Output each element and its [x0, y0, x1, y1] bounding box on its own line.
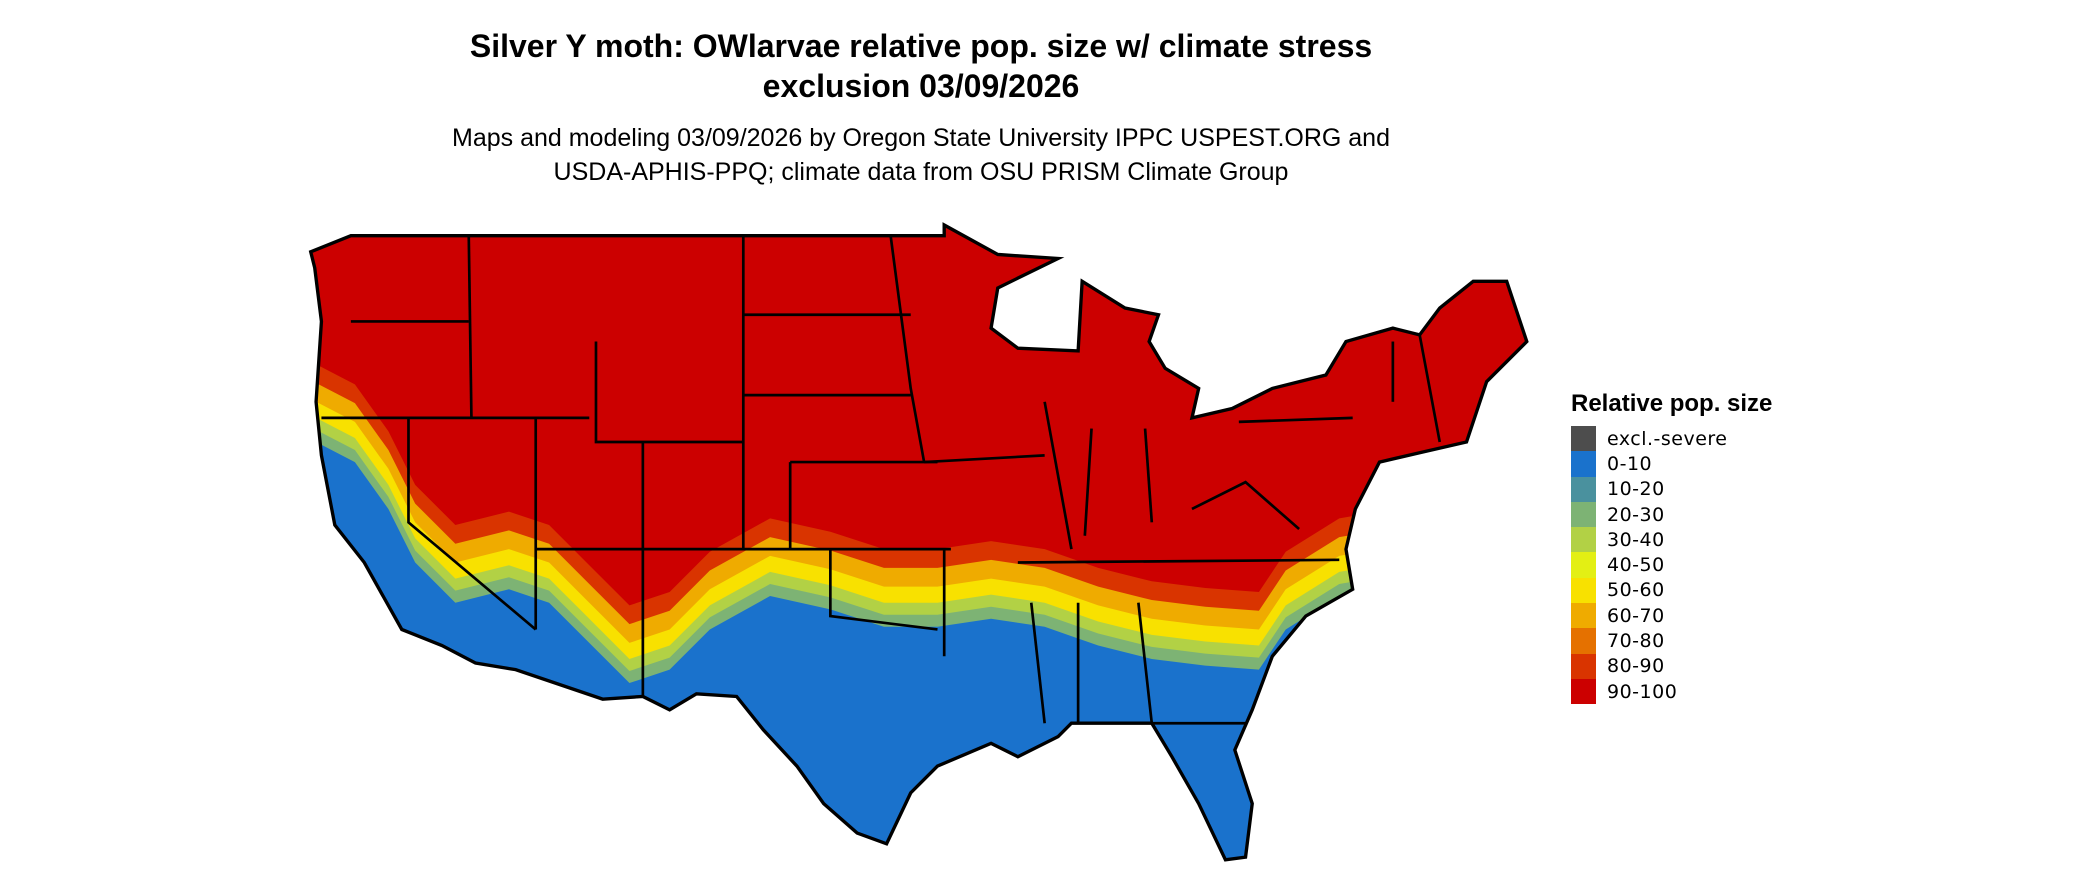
state-border — [467, 235, 473, 418]
legend-label: 20-30 — [1607, 503, 1665, 526]
state-borders — [321, 235, 1442, 725]
legend-label: 60-70 — [1607, 604, 1665, 627]
legend-swatch — [1571, 552, 1596, 578]
legend-swatch — [1571, 653, 1596, 679]
legend-label: 0-10 — [1607, 452, 1653, 475]
state-border — [1238, 416, 1353, 424]
legend-swatch — [1571, 501, 1596, 528]
legend-label: 80-90 — [1607, 655, 1665, 678]
legend-label: 40-50 — [1607, 554, 1665, 577]
map-title-line1: Silver Y moth: OWlarvae relative pop. si… — [469, 28, 1373, 64]
legend-item: 40-50 — [1571, 552, 1772, 578]
legend-swatch — [1571, 678, 1596, 705]
state-border — [1143, 428, 1154, 523]
legend-title: Relative pop. size — [1571, 390, 1773, 417]
legend-label: excl.-severe — [1607, 427, 1728, 450]
legend-label: 70-80 — [1607, 630, 1665, 653]
state-border — [1029, 602, 1046, 724]
legend-item: 80-90 — [1571, 653, 1772, 679]
legend-item: 60-70 — [1571, 603, 1772, 629]
legend-swatch — [1571, 577, 1596, 604]
legend-label: 50-60 — [1607, 579, 1665, 602]
state-border — [594, 341, 744, 444]
legend-label: 90-100 — [1607, 680, 1678, 703]
legend-label: 30-40 — [1607, 528, 1665, 551]
state-border — [1191, 480, 1300, 531]
legend: Relative pop. size excl.-severe 0-10 10-20… — [1571, 390, 1773, 705]
state-border — [1418, 334, 1442, 443]
us-outline — [308, 222, 1529, 862]
subtitle-line2: USDA-APHIS-PPQ; climate data from OSU PR… — [553, 158, 1289, 186]
legend-item: 0-10 — [1571, 451, 1772, 477]
legend-item: excl.-severe — [1571, 426, 1772, 452]
legend-item: 70-80 — [1571, 628, 1772, 654]
legend-item: 30-40 — [1571, 527, 1772, 553]
legend-swatch — [1571, 628, 1596, 654]
legend-label: 10-20 — [1607, 478, 1665, 501]
state-border — [1017, 558, 1340, 564]
state-border — [1083, 428, 1093, 536]
state-border — [924, 454, 1045, 464]
legend-rows: excl.-severe 0-10 10-20 20-30 30-40 40-50 50-6… — [1571, 426, 1772, 705]
legend-swatch — [1571, 603, 1596, 629]
state-border — [829, 549, 938, 631]
legend-swatch — [1571, 451, 1596, 477]
legend-item: 20-30 — [1571, 501, 1772, 528]
subtitle-line1: Maps and modeling 03/09/2026 by Oregon S… — [452, 124, 1390, 152]
state-border — [407, 417, 537, 631]
legend-item: 50-60 — [1571, 577, 1772, 604]
legend-item: 10-20 — [1571, 476, 1772, 502]
legend-swatch — [1571, 527, 1596, 553]
legend-swatch — [1571, 426, 1596, 452]
legend-swatch — [1571, 476, 1596, 502]
legend-item: 90-100 — [1571, 678, 1772, 705]
map-title-line2: exclusion 03/09/2026 — [762, 68, 1080, 104]
state-border — [889, 235, 926, 463]
state-border — [1043, 401, 1073, 550]
